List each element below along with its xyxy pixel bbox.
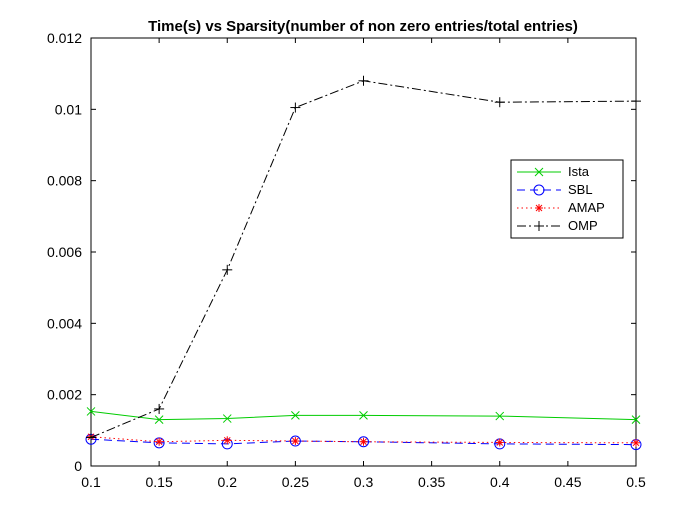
data-point-omp — [358, 75, 369, 86]
legend-item-amap: AMAP — [517, 200, 605, 215]
data-point-omp — [86, 432, 96, 443]
data-point-sbl — [358, 436, 369, 448]
y-tick-label: 0.004 — [47, 315, 82, 331]
data-point-ista — [154, 415, 164, 424]
data-point-ista — [222, 414, 232, 423]
legend-marker-amap — [535, 204, 543, 212]
legend-label-amap: AMAP — [568, 200, 605, 215]
data-point-ista — [495, 411, 505, 421]
x-tick-label: 0.35 — [418, 474, 445, 490]
series-omp — [86, 75, 641, 443]
y-tick-label: 0.01 — [55, 101, 82, 117]
y-tick-label: 0 — [74, 458, 82, 474]
x-tick-label: 0.25 — [282, 474, 309, 490]
x-tick-label: 0.1 — [81, 474, 101, 490]
data-point-omp — [494, 97, 505, 108]
data-point-ista — [86, 407, 96, 416]
data-point-amap — [632, 438, 640, 447]
data-point-omp — [631, 96, 641, 107]
y-tick-label: 0.002 — [47, 387, 82, 403]
legend: Ista SBL AMAP OMP — [510, 159, 624, 239]
data-point-ista — [291, 410, 300, 420]
legend-marker-sbl — [533, 184, 545, 196]
y-tick-label: 0.008 — [47, 173, 82, 189]
plot-area — [90, 37, 637, 467]
data-point-omp — [222, 264, 233, 275]
legend-item-sbl: SBL — [517, 182, 593, 197]
data-point-amap — [223, 436, 232, 445]
series-layer — [85, 75, 642, 451]
data-point-sbl — [289, 435, 301, 447]
x-tick-label: 0.5 — [626, 474, 646, 490]
y-tick-label: 0.012 — [47, 30, 82, 46]
legend-label-omp: OMP — [568, 218, 598, 233]
data-point-amap — [359, 437, 368, 446]
legend-marker-omp — [534, 221, 544, 231]
x-tick-label: 0.4 — [490, 474, 510, 490]
data-point-amap — [291, 437, 300, 446]
data-point-ista — [359, 410, 368, 420]
legend-box — [510, 159, 624, 239]
x-tick-label: 0.2 — [218, 474, 238, 490]
data-point-omp — [290, 102, 301, 113]
legend-marker-ista — [534, 167, 544, 177]
x-tick-label: 0.15 — [146, 474, 173, 490]
legend-label-ista: Ista — [568, 164, 590, 179]
data-point-ista — [631, 415, 641, 424]
chart-title: Time(s) vs Sparsity(number of non zero e… — [148, 18, 578, 35]
legend-items: Ista SBL AMAP OMP — [517, 164, 605, 233]
x-tick-label: 0.45 — [554, 474, 581, 490]
legend-item-ista: Ista — [517, 164, 590, 179]
data-point-amap — [155, 437, 164, 446]
legend-item-omp: OMP — [517, 218, 598, 233]
y-tick-label: 0.006 — [47, 244, 82, 260]
data-point-amap — [495, 438, 504, 447]
data-point-omp — [154, 403, 165, 414]
legend-label-sbl: SBL — [568, 182, 593, 197]
series-ista — [86, 407, 641, 424]
x-tick-label: 0.3 — [354, 474, 374, 490]
axis-ticks: 0.1 0.15 0.2 0.25 0.3 0.35 0.4 0.45 0.5 0 0.002 0.0… — [47, 30, 646, 490]
